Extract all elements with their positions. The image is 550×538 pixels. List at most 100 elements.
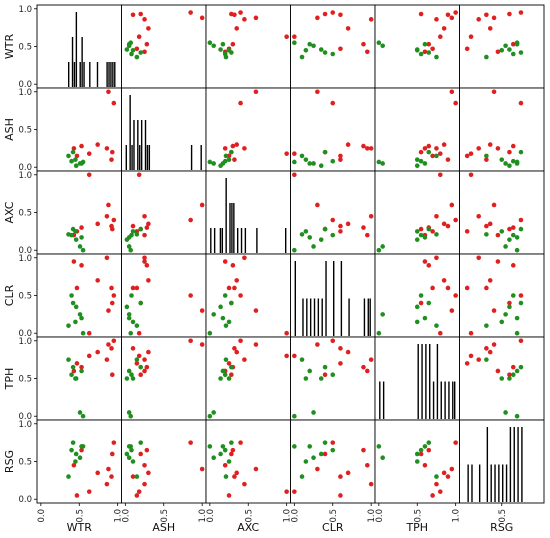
data-point: [253, 89, 259, 95]
cell-rsg-wtr: [36, 419, 122, 504]
data-point: [220, 161, 226, 166]
data-point: [338, 223, 343, 229]
x-tick-label: 0.0: [37, 509, 47, 523]
data-point: [111, 100, 117, 106]
data-point: [434, 323, 439, 328]
data-point: [146, 349, 151, 355]
cell-ash-rsg: [459, 87, 545, 172]
data-point: [226, 319, 232, 325]
data-point: [229, 364, 234, 370]
data-point: [368, 481, 374, 487]
data-point: [484, 285, 489, 291]
data-point: [514, 247, 520, 253]
data-point: [284, 34, 289, 39]
data-point: [73, 451, 79, 457]
data-point: [434, 54, 439, 60]
data-point: [70, 440, 76, 445]
data-point: [510, 41, 516, 47]
data-point: [376, 444, 382, 449]
data-point: [426, 50, 432, 55]
y-tick-label: 0.5: [18, 209, 32, 219]
data-point: [418, 158, 424, 164]
data-point: [345, 26, 351, 31]
data-point: [422, 41, 428, 47]
data-point: [330, 100, 336, 106]
data-point: [109, 474, 114, 479]
data-point: [338, 157, 343, 162]
data-point: [95, 349, 100, 355]
cell-ash-axc: [205, 87, 291, 172]
data-point: [142, 357, 147, 362]
data-point: [414, 451, 420, 457]
y-tick-label: 1.0: [18, 420, 32, 430]
data-point: [322, 11, 328, 17]
data-point: [499, 47, 505, 53]
data-point: [330, 232, 336, 238]
data-point: [109, 157, 114, 162]
data-point: [453, 100, 458, 106]
data-point: [80, 247, 86, 253]
data-point: [338, 153, 343, 159]
data-point: [79, 161, 84, 166]
data-point: [495, 146, 501, 151]
data-point: [418, 300, 424, 306]
data-point: [464, 153, 470, 159]
data-point: [518, 149, 524, 155]
data-point: [507, 372, 512, 378]
data-point: [426, 41, 432, 47]
data-point: [71, 462, 77, 468]
data-point: [491, 89, 497, 95]
data-point: [338, 46, 343, 52]
data-point: [503, 410, 508, 415]
data-point: [74, 285, 80, 291]
data-point: [507, 149, 512, 155]
y-tick-label: 1.0: [18, 5, 32, 15]
data-point: [484, 232, 489, 237]
data-point: [232, 346, 237, 351]
data-point: [134, 285, 140, 291]
data-point: [441, 26, 447, 31]
cell-wtr-rsg: [459, 4, 545, 89]
data-point: [109, 346, 114, 351]
data-point: [130, 223, 136, 229]
data-point: [126, 315, 132, 321]
data-point: [73, 376, 78, 381]
data-point: [441, 221, 447, 227]
data-point: [368, 213, 374, 219]
cell-rsg-clr: [290, 419, 376, 504]
data-point: [126, 312, 132, 317]
cell-rsg-ash: [121, 419, 207, 504]
data-point: [126, 235, 132, 240]
data-point: [368, 146, 374, 151]
data-point: [315, 89, 320, 95]
x-tick-label: 1.0: [283, 509, 293, 523]
data-point: [66, 232, 71, 237]
data-point: [487, 278, 493, 283]
data-point: [499, 229, 505, 234]
x-tick-label: 1.0: [367, 509, 377, 523]
data-point: [507, 163, 512, 169]
data-point: [79, 263, 84, 268]
data-point: [292, 353, 297, 359]
cell-tph-wtr: [36, 336, 122, 421]
data-point: [144, 364, 150, 370]
data-point: [414, 47, 420, 53]
data-point: [418, 293, 424, 298]
data-point: [144, 225, 150, 230]
y-tick-label: 0.0: [18, 329, 32, 339]
cell-wtr-axc: [205, 4, 291, 89]
data-point: [464, 46, 470, 52]
data-point: [318, 237, 324, 242]
data-point: [104, 213, 110, 219]
data-point: [418, 447, 424, 453]
data-point: [299, 474, 305, 479]
data-point: [146, 278, 151, 283]
data-point: [70, 364, 76, 370]
cell-clr-rsg: [459, 253, 545, 338]
data-point: [418, 11, 424, 17]
data-point: [226, 47, 232, 53]
data-point: [284, 489, 289, 494]
data-point: [518, 293, 524, 298]
data-point: [414, 163, 420, 169]
data-point: [330, 158, 336, 164]
